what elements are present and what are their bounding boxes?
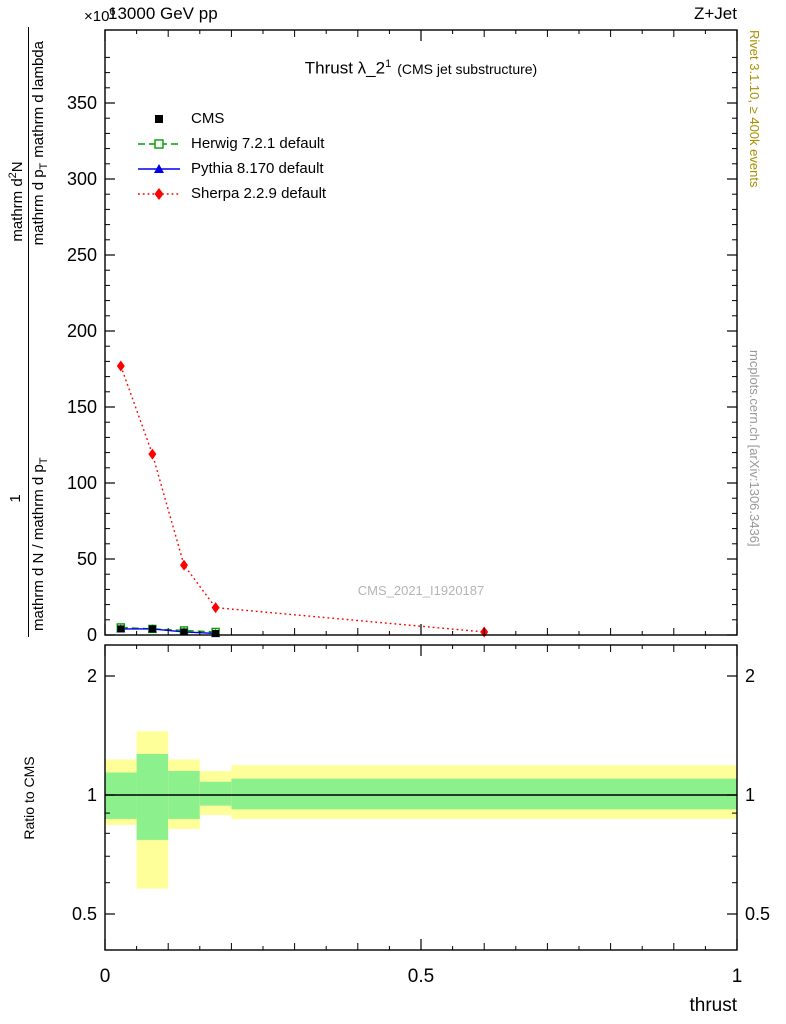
ratio-green-band xyxy=(199,781,232,806)
axes: 0 50 100 150 200 250 300 350 2 2 1 1 0.5 0.5 0 0.5 1 xyxy=(67,29,770,987)
svg-text:1: 1 xyxy=(87,785,97,805)
svg-text:150: 150 xyxy=(67,397,97,417)
ylabel-numerator-d2n: mathrm d2N xyxy=(7,161,26,241)
series-line-3 xyxy=(120,365,485,633)
svg-text:300: 300 xyxy=(67,169,97,189)
ratio-frame xyxy=(104,644,738,951)
ylabel-numerator-one: 1 xyxy=(7,494,26,502)
analysis-id-watermark: CMS_2021_I1920187 xyxy=(357,583,485,598)
plot-title-superscript: 1 xyxy=(385,58,392,70)
svg-text:0: 0 xyxy=(87,625,97,645)
ylabel-text: mathrm d p xyxy=(30,169,47,246)
ylabel-text: mathrm d N / mathrm d p xyxy=(30,464,47,631)
svg-text:1: 1 xyxy=(732,966,743,987)
ylabel-sub: T xyxy=(38,457,50,465)
ratio-axis-label: Ratio to CMS xyxy=(21,756,37,840)
legend: CMS Herwig 7.2.1 default Pythia 8.170 de… xyxy=(136,106,326,206)
mcplots-reference-note: mcplots.cern.ch [arXiv:1306.3436] xyxy=(747,350,762,547)
svg-text:100: 100 xyxy=(67,473,97,493)
svg-text:350: 350 xyxy=(67,93,97,113)
plot-title-subtitle: (CMS jet substructure) xyxy=(397,60,538,77)
svg-text:50: 50 xyxy=(77,549,97,569)
rivet-version-note: Rivet 3.1.10, ≥ 400k events xyxy=(747,30,762,188)
y-axis-label-fraction: 1 mathrm d2N mathrm d N / mathrm d pT ma… xyxy=(7,27,50,637)
ylabel-sub: T xyxy=(38,162,50,170)
sherpa-marker-icon xyxy=(138,187,180,200)
ratio-green-band xyxy=(231,778,737,810)
legend-item-herwig: Herwig 7.2.1 default xyxy=(136,131,326,156)
svg-text:2: 2 xyxy=(87,666,97,686)
process-label: Z+Jet xyxy=(694,4,737,23)
ylabel-denominator-dptdlambda: mathrm d pTmathrm d lambda xyxy=(30,41,50,245)
svg-text:0.5: 0.5 xyxy=(745,904,770,924)
cms-marker-icon xyxy=(155,114,163,123)
legend-label: Pythia 8.170 default xyxy=(191,160,324,177)
legend-item-sherpa: Sherpa 2.2.9 default xyxy=(136,181,326,206)
svg-text:0: 0 xyxy=(100,966,111,987)
legend-item-pythia: Pythia 8.170 default xyxy=(136,156,326,181)
herwig-marker-icon xyxy=(138,138,180,149)
svg-text:0.5: 0.5 xyxy=(72,904,97,924)
legend-label: Herwig 7.2.1 default xyxy=(191,135,325,152)
svg-text:2: 2 xyxy=(745,666,755,686)
y-axis-label-numerator: 1 mathrm d2N xyxy=(7,27,29,637)
y-axis-label-denominator: mathrm d N / mathrm d pT mathrm d pTmath… xyxy=(29,27,50,637)
ylabel-sup: 2 xyxy=(7,172,19,179)
svg-text:0.5: 0.5 xyxy=(408,966,434,987)
ylabel-denominator-dndpt: mathrm d N / mathrm d pT xyxy=(30,458,50,631)
y-axis-scale-factor: ×106 xyxy=(84,6,116,25)
svg-text:250: 250 xyxy=(67,245,97,265)
svg-text:1: 1 xyxy=(745,785,755,805)
plot-title: Thrust λ_21 (CMS jet substructure) xyxy=(105,58,737,79)
scale-factor-exponent: 6 xyxy=(109,6,116,18)
scale-factor-base: ×10 xyxy=(84,8,110,25)
svg-text:200: 200 xyxy=(67,321,97,341)
x-axis-label: thrust xyxy=(689,995,737,1016)
ylabel-text: mathrm d xyxy=(9,178,26,242)
ylabel-text: mathrm d lambda xyxy=(30,41,47,158)
legend-label: CMS xyxy=(191,110,225,127)
y-axis-label: 1 mathrm d2N mathrm d N / mathrm d pT ma… xyxy=(7,27,50,637)
plot-title-main: Thrust λ_2 xyxy=(304,58,386,78)
ratio-bands xyxy=(105,731,737,889)
legend-item-cms: CMS xyxy=(136,106,326,131)
ylabel-text: 1 xyxy=(7,494,24,503)
main-frame xyxy=(104,29,738,636)
ratio-green-band xyxy=(136,753,169,840)
ylabel-text: N xyxy=(9,161,26,173)
beam-energy-label: 13000 GeV pp xyxy=(108,4,218,23)
pythia-marker-icon xyxy=(138,163,180,173)
legend-label: Sherpa 2.2.9 default xyxy=(191,185,327,202)
